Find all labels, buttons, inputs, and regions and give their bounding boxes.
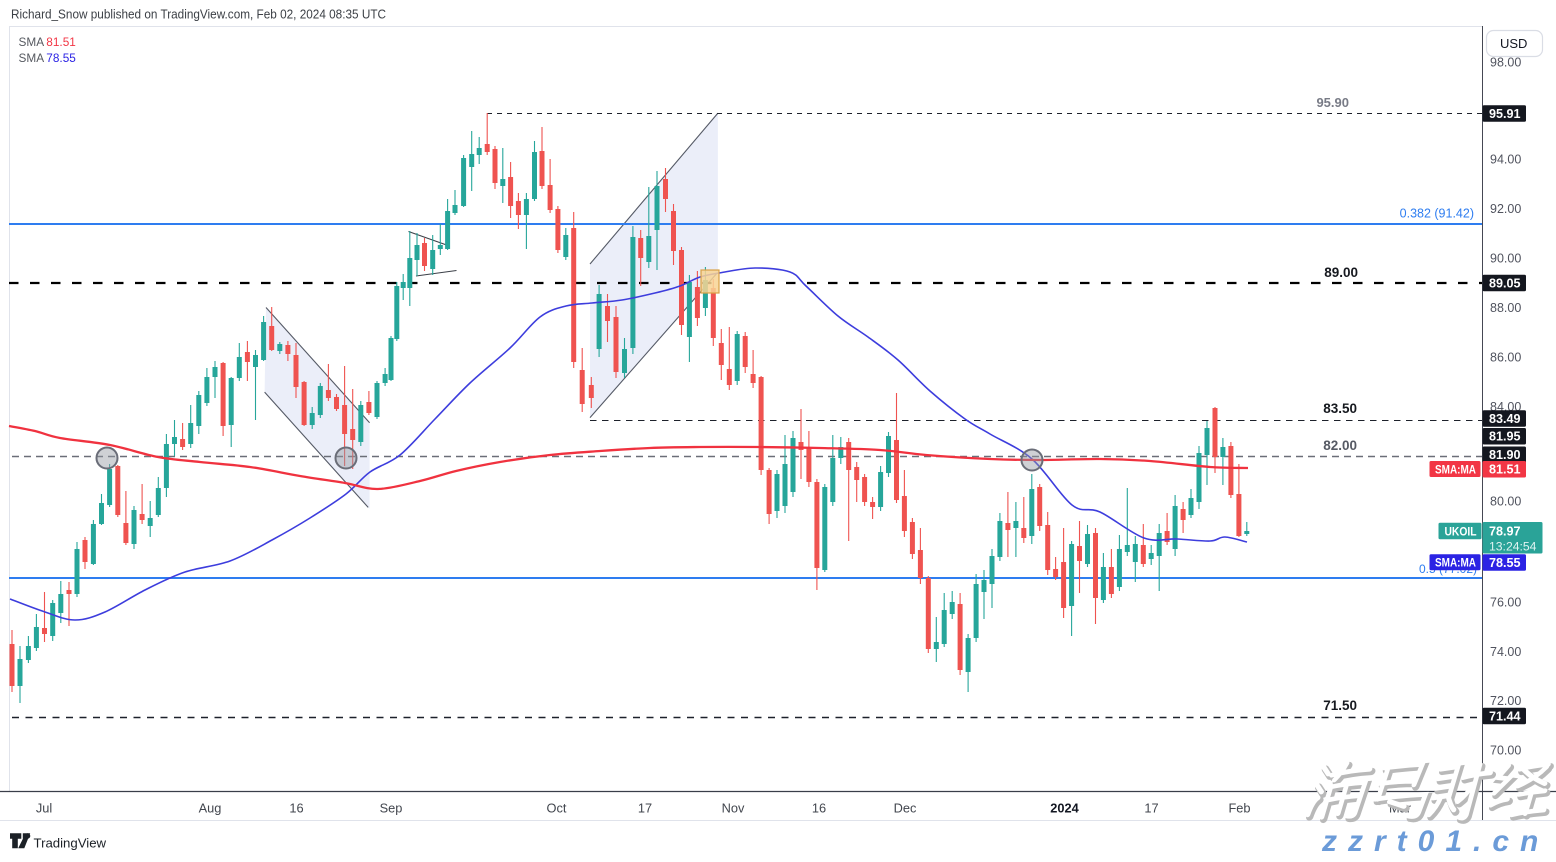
svg-text:SMA:MA: SMA:MA (1435, 462, 1476, 476)
svg-text:Oct: Oct (547, 801, 567, 816)
svg-text:SMA: SMA (19, 35, 45, 49)
svg-text:98.00: 98.00 (1490, 55, 1521, 69)
svg-text:2024: 2024 (1050, 801, 1079, 816)
svg-text:17: 17 (638, 801, 652, 816)
svg-text:89.00: 89.00 (1324, 265, 1358, 280)
svg-text:83.49: 83.49 (1489, 412, 1521, 426)
svg-text:90.00: 90.00 (1490, 251, 1521, 265)
svg-text:81.95: 81.95 (1489, 430, 1521, 444)
svg-text:74.00: 74.00 (1490, 645, 1521, 659)
svg-text:81.90: 81.90 (1489, 448, 1521, 462)
svg-text:TradingView: TradingView (34, 835, 107, 850)
svg-text:Sep: Sep (380, 801, 403, 816)
svg-text:13:24:54: 13:24:54 (1489, 540, 1537, 554)
svg-text:95.90: 95.90 (1316, 95, 1349, 110)
svg-text:72.00: 72.00 (1490, 694, 1521, 708)
svg-text:78.97: 78.97 (1489, 524, 1521, 538)
svg-text:78.55: 78.55 (1489, 556, 1521, 570)
svg-text:Dec: Dec (894, 801, 917, 816)
svg-text:78.55: 78.55 (46, 51, 76, 65)
svg-text:Aug: Aug (199, 801, 222, 816)
svg-text:76.00: 76.00 (1490, 595, 1521, 609)
svg-text:89.05: 89.05 (1489, 276, 1521, 290)
svg-text:USD: USD (1500, 36, 1527, 51)
svg-text:86.00: 86.00 (1490, 350, 1521, 364)
svg-text:70.00: 70.00 (1490, 743, 1521, 757)
svg-text:16: 16 (812, 801, 826, 816)
svg-text:SMA: SMA (19, 51, 45, 65)
svg-text:71.44: 71.44 (1489, 709, 1521, 723)
svg-text:88.00: 88.00 (1490, 301, 1521, 315)
svg-text:95.91: 95.91 (1489, 107, 1521, 121)
svg-text:Feb: Feb (1228, 801, 1250, 816)
svg-text:92.00: 92.00 (1490, 202, 1521, 216)
svg-text:0.382 (91.42): 0.382 (91.42) (1400, 207, 1474, 221)
svg-text:80.00: 80.00 (1490, 494, 1521, 508)
svg-text:Richard_Snow published on Trad: Richard_Snow published on TradingView.co… (11, 7, 386, 22)
svg-text:82.00: 82.00 (1323, 438, 1357, 453)
svg-text:Nov: Nov (722, 801, 745, 816)
svg-text:83.50: 83.50 (1323, 401, 1357, 416)
svg-text:81.51: 81.51 (1489, 463, 1521, 477)
svg-text:SMA:MA: SMA:MA (1435, 556, 1476, 570)
svg-text:UKOIL: UKOIL (1445, 524, 1477, 538)
svg-text:17: 17 (1144, 801, 1158, 816)
svg-text:71.50: 71.50 (1323, 698, 1357, 713)
svg-text:16: 16 (289, 801, 303, 816)
svg-text:81.51: 81.51 (46, 35, 76, 49)
svg-text:Jul: Jul (36, 801, 52, 816)
svg-text:94.00: 94.00 (1490, 152, 1521, 166)
svg-text:zzrt01.cn: zzrt01.cn (1321, 825, 1549, 857)
